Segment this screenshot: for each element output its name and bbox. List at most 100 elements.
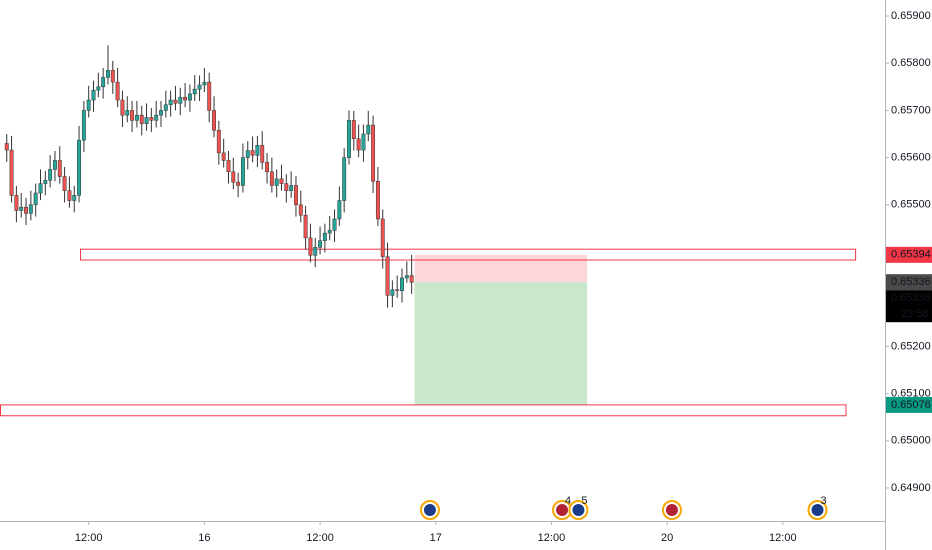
y-tick-label: 0.65200 <box>891 340 931 352</box>
event-flag <box>423 504 436 516</box>
candle-body <box>120 99 125 116</box>
x-tick-label: 16 <box>198 532 210 544</box>
y-tick-label: 0.64900 <box>891 482 931 494</box>
event-flag <box>665 504 678 516</box>
candle-body <box>308 237 313 256</box>
candle-body <box>192 88 197 95</box>
candle-body <box>96 86 101 91</box>
x-tick-label: 12:00 <box>306 532 334 544</box>
candle-body <box>375 180 380 220</box>
candle-body <box>202 81 207 86</box>
y-tick-label: 0.65900 <box>891 10 931 22</box>
candle-body <box>149 117 154 121</box>
candle-body <box>337 200 342 220</box>
candle-body <box>154 114 159 121</box>
event-count: 4 <box>565 495 571 507</box>
x-tick-label: 17 <box>430 532 442 544</box>
y-tick-label: 0.65700 <box>891 104 931 116</box>
stop-price-label: 0.65394 <box>891 249 931 261</box>
x-tick-label: 12:00 <box>75 532 103 544</box>
stop-price-label-box <box>886 246 932 263</box>
candle-body <box>115 81 120 101</box>
candle-body <box>9 149 14 196</box>
candle-body <box>409 275 414 283</box>
last-price-label: 0.65336 <box>891 292 931 304</box>
candle-body <box>91 89 96 101</box>
candle-body <box>356 138 361 151</box>
candle-body <box>395 289 400 292</box>
zone <box>80 248 857 261</box>
candle-body <box>400 277 404 291</box>
candle-body <box>159 110 163 116</box>
candle-body <box>313 247 318 256</box>
candle-body <box>187 93 192 101</box>
candle-body <box>67 190 72 201</box>
candle-body <box>139 114 144 124</box>
candle-body <box>163 104 168 111</box>
candle-body <box>240 157 245 186</box>
target-price-label-box <box>886 396 932 413</box>
candle-body <box>216 130 221 154</box>
candle-body <box>81 110 86 141</box>
candle-body <box>260 145 265 163</box>
entry-price-label-box <box>886 274 932 291</box>
candle-body <box>77 139 82 196</box>
candle-body <box>245 150 250 158</box>
candle-body <box>269 171 274 186</box>
event-count: 3 <box>821 495 827 507</box>
candle-body <box>33 192 38 206</box>
candle-body <box>53 160 57 170</box>
candle-body <box>4 143 9 151</box>
candle-body <box>327 230 332 234</box>
candle-body <box>322 232 327 241</box>
candle-body <box>347 120 351 158</box>
x-tick-label: 12:00 <box>769 532 797 544</box>
y-tick-label: 0.65100 <box>891 387 931 399</box>
countdown: 23:58 <box>901 308 929 320</box>
candle-body <box>236 181 241 186</box>
x-tick-label: 12:00 <box>538 532 566 544</box>
candle-body <box>371 124 376 182</box>
event-flag <box>556 504 569 516</box>
candle-body <box>265 162 269 173</box>
candle-body <box>144 117 149 124</box>
candle-body <box>168 99 173 106</box>
candle-body <box>62 176 67 191</box>
zone <box>0 404 847 417</box>
last-price-box <box>886 290 932 323</box>
candle-body <box>294 185 298 206</box>
candle-body <box>24 206 28 214</box>
candle-body <box>318 240 323 248</box>
candle-body <box>303 214 308 239</box>
candle-body <box>106 70 110 78</box>
event-count: 5 <box>581 495 587 507</box>
candle-body <box>173 99 178 104</box>
candle-body <box>48 169 53 181</box>
candle-body <box>101 77 106 88</box>
y-tick-label: 0.65600 <box>891 152 931 164</box>
x-tick-label: 20 <box>661 532 673 544</box>
candle-body <box>226 160 231 173</box>
candle-body <box>178 96 183 104</box>
candle-body <box>43 180 48 184</box>
candle-body <box>380 218 385 257</box>
candle-body <box>231 171 236 183</box>
candle-body <box>57 160 62 177</box>
candle-body <box>207 81 212 111</box>
candle-body <box>351 120 356 139</box>
y-tick-label: 0.65000 <box>891 435 931 447</box>
candle-body <box>125 110 130 116</box>
candle-body <box>197 84 202 90</box>
candle-body <box>404 275 409 279</box>
y-tick-label: 0.65500 <box>891 199 931 211</box>
candle-body <box>385 256 390 296</box>
target-price-label: 0.65076 <box>891 399 931 411</box>
candle-body <box>14 195 19 211</box>
candle-body <box>86 99 91 111</box>
candle-body <box>284 183 289 191</box>
candle-body <box>366 124 371 135</box>
entry-price-label: 0.65336 <box>891 276 931 288</box>
y-tick-label: 0.65800 <box>891 57 931 69</box>
stop-zone <box>414 254 588 283</box>
